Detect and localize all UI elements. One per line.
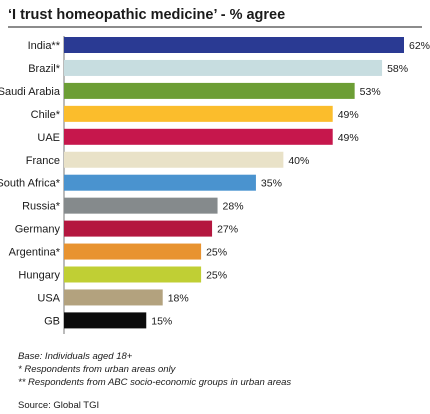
value-label-10: 25%	[206, 270, 227, 282]
category-label-7: Russia*	[22, 201, 61, 213]
bar-12	[64, 312, 147, 329]
note-base: Base: Individuals aged 18+	[18, 351, 133, 362]
bars-group: India** 62% Brazil* 58% Saudi Arabia 53% Chile…	[0, 37, 430, 329]
bar-7	[64, 197, 218, 214]
value-label-1: 58%	[387, 63, 408, 75]
category-label-6: South Africa*	[0, 178, 61, 190]
value-label-4: 49%	[338, 132, 359, 144]
value-label-0: 62%	[409, 40, 430, 52]
bar-9	[64, 243, 202, 260]
bar-2	[64, 82, 355, 99]
bar-8	[64, 220, 213, 237]
category-label-11: USA	[37, 292, 60, 304]
bar-11	[64, 289, 163, 306]
bar-0	[64, 37, 404, 53]
bar-3	[64, 105, 333, 122]
bar-5	[64, 151, 284, 168]
category-label-4: UAE	[37, 132, 60, 144]
bar-1	[64, 59, 383, 76]
bar-6	[64, 174, 256, 191]
value-label-11: 18%	[168, 292, 189, 304]
category-label-0: India**	[28, 40, 61, 52]
value-label-5: 40%	[288, 155, 309, 167]
bar-4	[64, 128, 333, 145]
bar-10	[64, 266, 202, 283]
note-abc: ** Respondents from ABC socio-economic g…	[18, 377, 291, 388]
source-text: Source: Global TGI	[18, 400, 99, 411]
value-label-2: 53%	[360, 86, 381, 98]
value-label-12: 15%	[151, 315, 172, 327]
value-label-9: 25%	[206, 247, 227, 259]
value-label-7: 28%	[223, 201, 244, 213]
category-label-10: Hungary	[18, 270, 60, 282]
category-label-2: Saudi Arabia	[0, 86, 61, 98]
chart-title: ‘I trust homeopathic medicine’ - % agree	[8, 7, 285, 23]
note-urban: * Respondents from urban areas only	[18, 364, 177, 375]
value-label-6: 35%	[261, 178, 282, 190]
category-label-9: Argentina*	[9, 247, 61, 259]
category-label-5: France	[26, 155, 60, 167]
category-label-1: Brazil*	[28, 63, 61, 75]
value-label-3: 49%	[338, 109, 359, 121]
value-label-8: 27%	[217, 224, 238, 236]
category-label-12: GB	[44, 315, 60, 327]
category-label-8: Germany	[15, 224, 61, 236]
category-label-3: Chile*	[31, 109, 61, 121]
